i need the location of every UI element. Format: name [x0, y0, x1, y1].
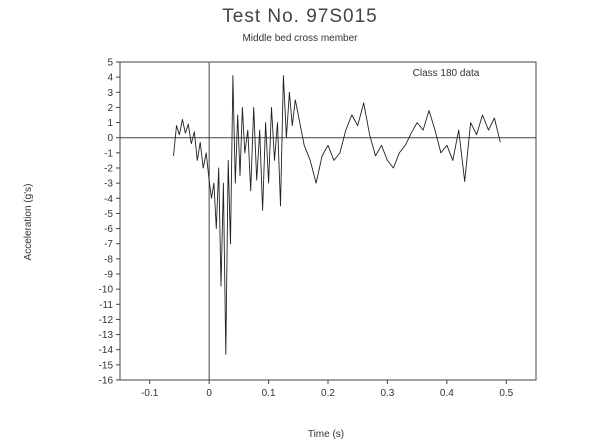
y-tick-label: 2 [107, 103, 113, 114]
series-layer [173, 75, 501, 355]
x-tick-label: 0.1 [262, 388, 276, 399]
y-tick-label: -5 [104, 209, 113, 220]
y-tick-label: 0 [107, 133, 113, 144]
chart-subtitle: Middle bed cross member [242, 33, 358, 44]
y-tick-label: -12 [99, 315, 114, 326]
acceleration-series-line [173, 75, 501, 355]
y-tick-label: -1 [104, 148, 113, 159]
chart-title: Test No. 97S015 [222, 6, 378, 27]
y-tick-label: -13 [99, 330, 114, 341]
y-tick-label: -3 [104, 179, 113, 190]
y-tick-label: 1 [107, 118, 113, 129]
y-tick-label: 4 [107, 73, 113, 84]
y-tick-label: -10 [99, 285, 114, 296]
plot-frame [119, 61, 537, 381]
y-tick-label: 5 [107, 58, 113, 69]
x-tick-label: 0.2 [321, 388, 335, 399]
x-tick-label: 0.5 [499, 388, 513, 399]
x-tick-label: 0.3 [380, 388, 394, 399]
axis-ticks: 5 4 3 2 1 0 -1 -2 -3 -4 -5 -6 -7 -8 -9 -10 -11 -12 -13 -14 -… [99, 58, 514, 400]
y-tick-label: -8 [104, 254, 113, 265]
y-tick-label: 3 [107, 88, 113, 99]
x-tick-label: -0.1 [141, 388, 159, 399]
y-tick-label: -7 [104, 239, 113, 250]
y-tick-label: -15 [99, 360, 114, 371]
x-axis-label: Time (s) [308, 429, 344, 440]
x-tick-label: 0 [206, 388, 212, 399]
y-tick-label: -2 [104, 164, 113, 175]
y-tick-label: -9 [104, 270, 113, 281]
y-tick-label: -4 [104, 194, 113, 205]
y-tick-label: -14 [99, 345, 114, 356]
y-tick-label: -6 [104, 224, 113, 235]
y-axis-label: Acceleration (g's) [23, 184, 34, 261]
plot-border [119, 61, 537, 381]
x-tick-label: 0.4 [440, 388, 454, 399]
class-annotation: Class 180 data [413, 68, 480, 79]
y-tick-label: -16 [99, 376, 114, 387]
y-tick-label: -11 [99, 300, 113, 311]
